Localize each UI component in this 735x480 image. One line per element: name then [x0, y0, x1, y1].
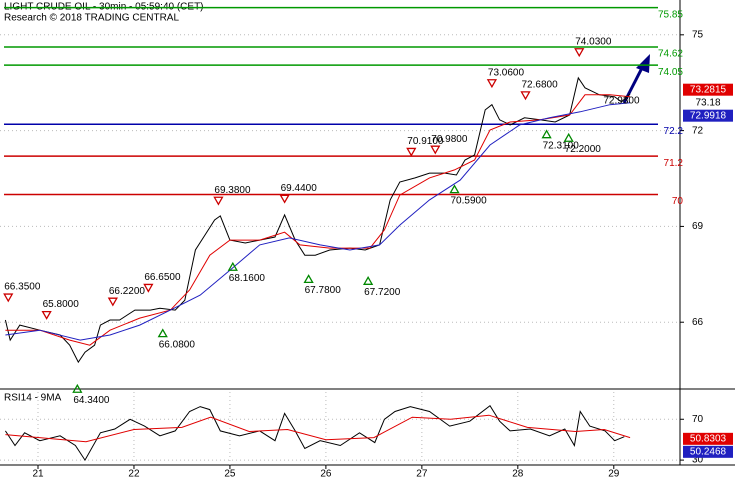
annotation-label: 67.7200 — [364, 287, 401, 298]
high-marker — [143, 283, 154, 293]
level-label: 75.85 — [658, 9, 683, 20]
high-marker — [430, 145, 441, 155]
annotation-label: 72.2000 — [565, 144, 602, 155]
y-tick-label: 75 — [692, 29, 704, 40]
indicator-title: RSI14 - 9MA — [4, 393, 62, 404]
y-tick-label: 72 — [692, 125, 704, 136]
x-tick-label: 28 — [512, 469, 524, 480]
forecast-arrowhead — [636, 54, 650, 73]
annotation-label: 70.9800 — [431, 134, 468, 145]
annotation-label: 73.0600 — [488, 67, 525, 78]
price-box — [683, 109, 733, 122]
annotation-label: 64.3400 — [73, 395, 110, 406]
price-label: 50.2468 — [690, 446, 727, 457]
x-tick-label: 26 — [320, 469, 332, 480]
price-box — [683, 445, 733, 458]
annotation-label: 66.0800 — [159, 339, 196, 350]
series-line — [5, 102, 631, 341]
low-marker — [563, 132, 574, 142]
annotation-label: 68.1600 — [229, 273, 266, 284]
high-marker — [486, 79, 498, 89]
price-box — [683, 432, 733, 445]
low-marker — [449, 184, 460, 194]
level-label: 74.05 — [658, 67, 683, 78]
annotation-label: 70.5900 — [450, 195, 487, 206]
annotation-label: 66.3500 — [4, 282, 41, 293]
y-tick-label: 69 — [692, 221, 704, 232]
high-marker — [406, 147, 417, 157]
price-box — [683, 83, 733, 96]
annotation-label: 69.3800 — [214, 185, 251, 196]
low-marker — [541, 129, 552, 139]
y-tick-label: 66 — [692, 317, 704, 328]
level-label: 74.62 — [658, 49, 683, 60]
series-line — [5, 414, 631, 443]
low-marker — [72, 383, 83, 393]
level-label: 70 — [672, 196, 684, 207]
annotation-label: 72.9300 — [603, 96, 640, 107]
y-tick-label: 30 — [692, 455, 704, 466]
chart-subtitle: Research © 2018 TRADING CENTRAL — [4, 13, 179, 24]
annotation-label: 74.0300 — [575, 36, 612, 47]
low-marker — [303, 274, 314, 284]
annotation-label: 67.7800 — [305, 285, 342, 296]
annotation-label: 72.6800 — [521, 80, 558, 91]
annotation-label: 72.3100 — [543, 140, 580, 151]
high-marker — [41, 310, 52, 320]
series-line — [5, 94, 631, 346]
level-label: 72.2 — [664, 126, 684, 137]
high-marker — [574, 48, 585, 58]
annotation-label: 66.6500 — [144, 272, 181, 283]
annotation-label: 66.2200 — [109, 286, 146, 297]
series-line — [4, 404, 625, 462]
price-label: 72.9918 — [690, 110, 727, 121]
high-marker — [213, 196, 224, 206]
low-marker — [157, 328, 168, 338]
series-line — [4, 76, 631, 364]
x-tick-label: 21 — [32, 469, 44, 480]
high-marker — [520, 91, 531, 101]
high-marker — [3, 293, 14, 303]
x-tick-label: 27 — [416, 469, 428, 480]
x-tick-label: 22 — [128, 469, 140, 480]
x-tick-label: 29 — [608, 469, 620, 480]
y-tick-label: 70 — [692, 414, 704, 425]
low-marker — [362, 275, 374, 285]
high-marker — [279, 194, 290, 204]
annotation-label: 70.9100 — [407, 136, 444, 147]
high-marker — [107, 297, 118, 307]
price-label: 73.2815 — [690, 84, 727, 95]
low-marker — [227, 261, 238, 271]
level-label: 71.2 — [664, 158, 684, 169]
x-tick-label: 25 — [224, 469, 236, 480]
price-label: 73.18 — [695, 97, 720, 108]
annotation-label: 69.4400 — [281, 183, 318, 194]
annotation-label: 65.8000 — [43, 299, 80, 310]
price-label: 50.8303 — [690, 433, 727, 444]
